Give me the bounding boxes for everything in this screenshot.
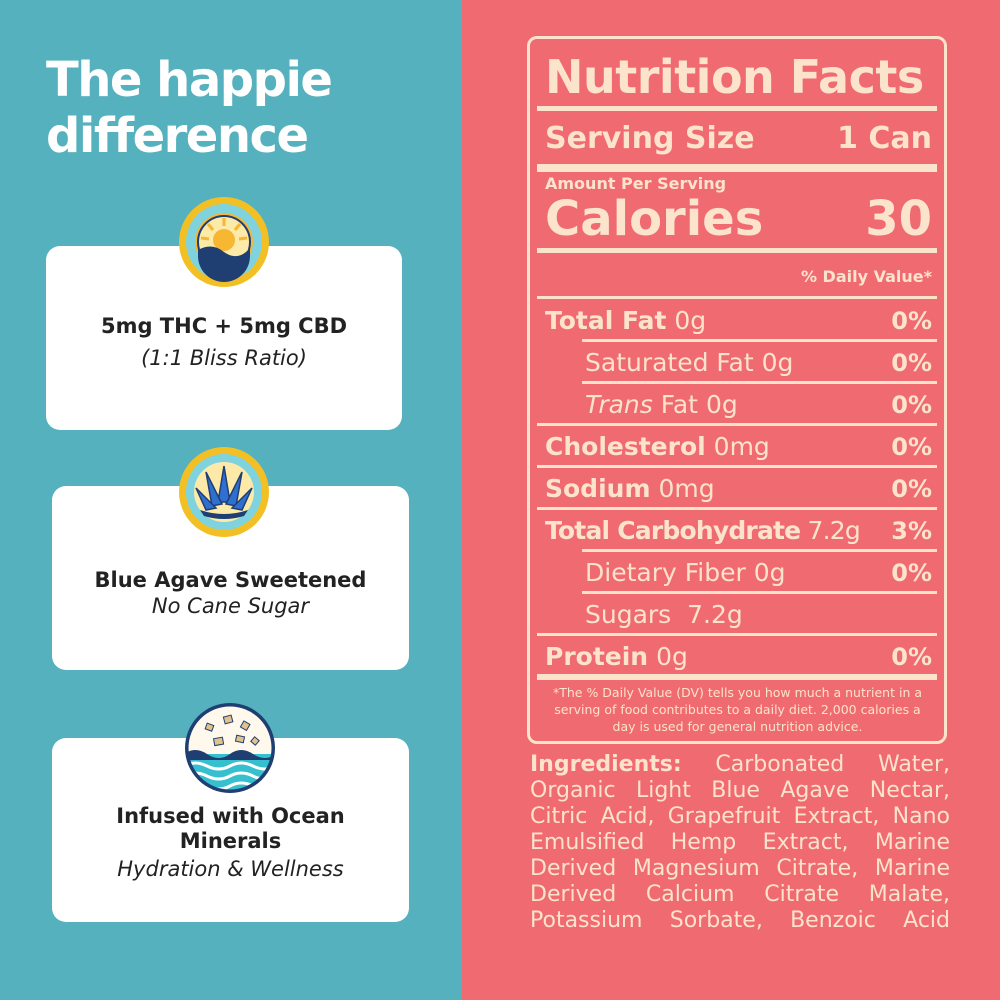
nutrient-amount: 0g [753, 558, 786, 587]
ingredients-list: Ingredients: Carbonated Water, Organic L… [530, 752, 950, 934]
divider [537, 296, 937, 299]
nutrient-label: Saturated Fat [585, 348, 754, 377]
divider [537, 674, 937, 680]
nutrient-label: Cholesterol [545, 432, 706, 461]
nutrient-amount: 0mg [713, 432, 770, 461]
divider [582, 549, 937, 552]
divider [582, 339, 937, 342]
nutrient-pct: 0% [891, 433, 932, 461]
nutrient-label-rest: Fat [660, 390, 698, 419]
feature-subtitle: Hydration & Wellness [117, 857, 344, 881]
nutrient-pct: 3% [891, 517, 932, 545]
nutrient-amount: 0mg [658, 474, 715, 503]
ocean-icon [185, 703, 275, 793]
nutrient-pct: 0% [891, 391, 932, 419]
nutrient-amount: 0g [656, 642, 688, 671]
nutrient-row-sugars: Sugars 7.2g [585, 600, 743, 630]
daily-value-header: % Daily Value* [800, 267, 932, 286]
ingredients-text: Carbonated Water, Organic Light Blue Aga… [530, 752, 950, 933]
nutrient-label: Protein [545, 642, 649, 671]
nutrient-row-sodium: Sodium 0mg [545, 474, 715, 504]
feature-title: 5mg THC + 5mg CBD [100, 314, 348, 338]
nutrient-row-saturated-fat: Saturated Fat 0g [585, 348, 793, 378]
nutrient-pct: 0% [891, 307, 932, 335]
nutrient-label: Trans [585, 390, 653, 419]
nutrition-title: Nutrition Facts [545, 50, 924, 104]
divider [582, 381, 937, 384]
nutrition-facts-panel [527, 36, 947, 744]
nutrient-pct: 0% [891, 349, 932, 377]
nutrient-row-cholesterol: Cholesterol 0mg [545, 432, 770, 462]
calories-value: 30 [865, 191, 932, 247]
nutrient-label: Total Carbohydrate [545, 516, 801, 545]
feature-subtitle: No Cane Sugar [151, 594, 310, 618]
headline-line-1: The happie [46, 52, 333, 108]
divider [582, 591, 937, 594]
feature-title: Blue Agave Sweetened [94, 568, 367, 592]
agave-icon [179, 447, 269, 537]
nutrient-row-total-carbohydrate: Total Carbohydrate 7.2g [545, 516, 861, 546]
feature-card-thc-cbd: 5mg THC + 5mg CBD (1:1 Bliss Ratio) [46, 246, 402, 430]
daily-value-footnote: *The % Daily Value (DV) tells you how mu… [552, 685, 922, 734]
divider [537, 507, 937, 510]
divider [537, 423, 937, 426]
divider [537, 248, 937, 253]
serving-size-value: 1 Can [837, 124, 932, 154]
calories-label: Calories [545, 191, 764, 247]
headline: The happie difference [46, 52, 333, 164]
sun-icon [179, 197, 269, 287]
feature-title: Infused with Ocean Minerals [116, 804, 345, 853]
nutrient-amount: 0g [761, 348, 794, 377]
nutrient-amount: 7.2g [807, 516, 860, 545]
nutrient-pct: 0% [891, 475, 932, 503]
nutrient-amount: 7.2g [687, 600, 743, 629]
nutrient-row-dietary-fiber: Dietary Fiber 0g [585, 558, 786, 588]
serving-label: Serving Size [545, 121, 755, 156]
nutrient-amount: 0g [705, 390, 738, 419]
amount-per-serving: Amount Per Serving [545, 174, 727, 193]
nutrient-pct: 0% [891, 643, 932, 671]
nutrient-label: Sugars [585, 600, 672, 629]
nutrient-row-total-fat: Total Fat 0g [545, 306, 706, 336]
serving-size-label: Serving Size [545, 124, 755, 154]
divider [537, 164, 937, 172]
divider [537, 106, 937, 111]
serving-value: 1 Can [837, 121, 932, 156]
divider [537, 465, 937, 468]
nutrient-row-trans-fat: Trans Fat 0g [585, 390, 738, 420]
nutrient-pct: 0% [891, 559, 932, 587]
ingredients-label: Ingredients: [530, 752, 682, 777]
nutrient-label: Sodium [545, 474, 651, 503]
nutrient-row-protein: Protein 0g [545, 642, 688, 672]
nutrient-amount: 0g [674, 306, 707, 335]
nutrient-label: Dietary Fiber [585, 558, 746, 587]
feature-subtitle: (1:1 Bliss Ratio) [141, 346, 307, 370]
divider [537, 633, 937, 636]
headline-line-2: difference [46, 108, 309, 164]
nutrient-label: Total Fat [545, 306, 667, 335]
